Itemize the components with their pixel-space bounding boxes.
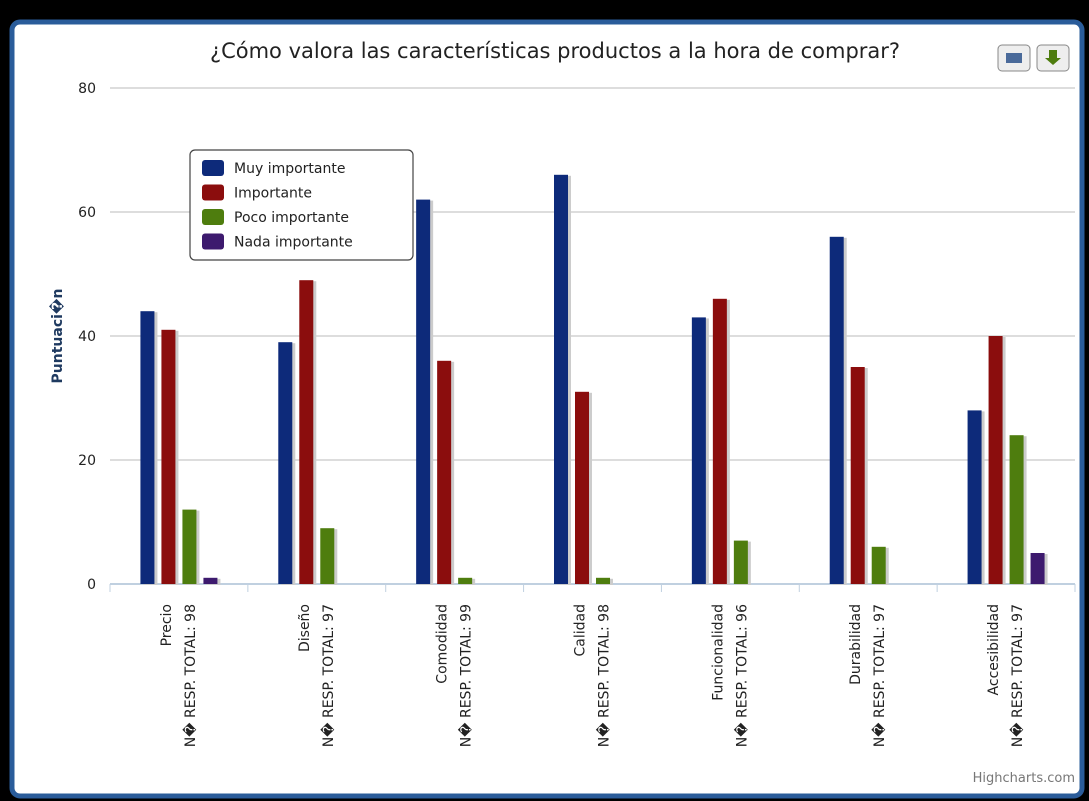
legend-label: Poco importante: [234, 210, 349, 226]
x-tick-label: Accesibilidad: [986, 604, 1002, 695]
bar: [140, 311, 155, 584]
x-tick-label: N� RESP. TOTAL: 97: [320, 604, 337, 747]
bar: [712, 298, 727, 584]
x-tick-label: N� RESP. TOTAL: 99: [458, 604, 475, 747]
bar: [1009, 435, 1024, 584]
x-tick-label: N� RESP. TOTAL: 98: [596, 604, 613, 747]
print-button[interactable]: [997, 44, 1031, 72]
x-tick-label: Diseño: [297, 604, 313, 652]
bar: [575, 391, 589, 584]
bar: [850, 367, 865, 584]
bar: [871, 546, 886, 584]
y-tick-label: 80: [78, 81, 96, 97]
legend-label: Importante: [234, 186, 312, 202]
x-tick-label: Calidad: [573, 604, 589, 657]
x-tick-label: Funcionalidad: [710, 604, 726, 701]
x-tick-label: Precio: [159, 604, 175, 646]
bar: [278, 342, 293, 584]
bar: [596, 577, 610, 584]
y-tick-label: 0: [87, 577, 96, 593]
x-tick-label: Comodidad: [435, 604, 451, 684]
y-tick-label: 60: [78, 205, 96, 221]
bar: [437, 360, 452, 584]
bar: [416, 199, 431, 584]
legend-label: Muy importante: [234, 161, 345, 177]
legend-swatch: [202, 184, 224, 201]
bar: [691, 317, 706, 584]
bar: [1030, 553, 1045, 584]
bar: [161, 329, 176, 584]
credits: Highcharts.com: [973, 771, 1075, 786]
export-button[interactable]: [1036, 44, 1070, 72]
y-axis-label: Puntuaci�n: [49, 289, 66, 384]
bar: [458, 577, 473, 584]
x-tick-label: N� RESP. TOTAL: 97: [1009, 604, 1026, 747]
bar: [733, 540, 748, 584]
bar: [182, 509, 197, 584]
legend-box: [189, 149, 414, 261]
x-tick-label: N� RESP. TOTAL: 98: [182, 604, 199, 747]
legend-swatch: [202, 233, 224, 250]
bar: [829, 236, 844, 585]
x-tick-label: Durabilidad: [848, 604, 864, 685]
y-tick-label: 40: [78, 329, 96, 345]
bar: [988, 336, 1003, 584]
bar: [299, 280, 314, 584]
bar: [967, 410, 982, 584]
legend-label: Nada importante: [234, 235, 353, 251]
bar: [203, 577, 218, 584]
legend-swatch: [202, 160, 224, 176]
x-tick-label: N� RESP. TOTAL: 97: [871, 604, 888, 747]
y-tick-label: 20: [78, 453, 96, 469]
chart-title: ¿Cómo valora las características product…: [210, 39, 900, 63]
bar: [320, 528, 335, 584]
x-tick-label: N� RESP. TOTAL: 96: [733, 604, 750, 747]
legend-swatch: [202, 209, 224, 225]
bar: [554, 174, 568, 585]
